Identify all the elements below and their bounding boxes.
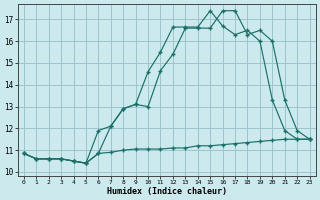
X-axis label: Humidex (Indice chaleur): Humidex (Indice chaleur) xyxy=(107,187,227,196)
